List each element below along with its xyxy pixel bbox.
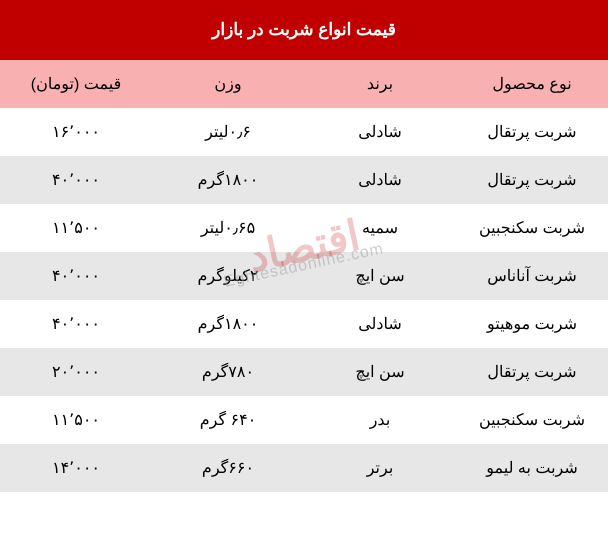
table-row: شربت پرتقال سن ایچ ۷۸۰گرم ۲۰٬۰۰۰ — [0, 348, 608, 396]
cell-price: ۱۴٬۰۰۰ — [0, 444, 152, 492]
cell-price: ۱۱٬۵۰۰ — [0, 204, 152, 252]
col-header-weight: وزن — [152, 60, 304, 108]
table-row: شربت به لیمو برتر ۶۶۰گرم ۱۴٬۰۰۰ — [0, 444, 608, 492]
table-row: شربت سکنجبین بدر ۶۴۰ گرم ۱۱٬۵۰۰ — [0, 396, 608, 444]
cell-weight: ۶۶۰گرم — [152, 444, 304, 492]
cell-product: شربت پرتقال — [456, 108, 608, 156]
cell-weight: ۱۸۰۰گرم — [152, 300, 304, 348]
cell-brand: شادلی — [304, 156, 456, 204]
cell-brand: سمیه — [304, 204, 456, 252]
table-row: شربت سکنجبین سمیه ۰٫۶۵لیتر ۱۱٬۵۰۰ — [0, 204, 608, 252]
cell-price: ۴۰٬۰۰۰ — [0, 300, 152, 348]
cell-weight: ۰٫۶لیتر — [152, 108, 304, 156]
col-header-product: نوع محصول — [456, 60, 608, 108]
cell-product: شربت موهیتو — [456, 300, 608, 348]
table-row: شربت آناناس سن ایچ ۲کیلوگرم ۴۰٬۰۰۰ — [0, 252, 608, 300]
price-table-container: قیمت انواع شربت در بازار نوع محصول برند … — [0, 0, 608, 492]
cell-weight: ۰٫۶۵لیتر — [152, 204, 304, 252]
cell-brand: شادلی — [304, 300, 456, 348]
table-row: شربت پرتقال شادلی ۱۸۰۰گرم ۴۰٬۰۰۰ — [0, 156, 608, 204]
col-header-price: قیمت (تومان) — [0, 60, 152, 108]
cell-product: شربت پرتقال — [456, 156, 608, 204]
cell-weight: ۶۴۰ گرم — [152, 396, 304, 444]
cell-weight: ۷۸۰گرم — [152, 348, 304, 396]
cell-brand: سن ایچ — [304, 252, 456, 300]
col-header-brand: برند — [304, 60, 456, 108]
price-table: قیمت انواع شربت در بازار نوع محصول برند … — [0, 0, 608, 492]
cell-product: شربت سکنجبین — [456, 396, 608, 444]
cell-product: شربت آناناس — [456, 252, 608, 300]
table-header-row: نوع محصول برند وزن قیمت (تومان) — [0, 60, 608, 108]
cell-price: ۲۰٬۰۰۰ — [0, 348, 152, 396]
cell-brand: شادلی — [304, 108, 456, 156]
cell-product: شربت سکنجبین — [456, 204, 608, 252]
cell-price: ۴۰٬۰۰۰ — [0, 156, 152, 204]
table-row: شربت موهیتو شادلی ۱۸۰۰گرم ۴۰٬۰۰۰ — [0, 300, 608, 348]
cell-price: ۱۶٬۰۰۰ — [0, 108, 152, 156]
table-title-row: قیمت انواع شربت در بازار — [0, 0, 608, 60]
cell-product: شربت پرتقال — [456, 348, 608, 396]
cell-weight: ۱۸۰۰گرم — [152, 156, 304, 204]
table-row: شربت پرتقال شادلی ۰٫۶لیتر ۱۶٬۰۰۰ — [0, 108, 608, 156]
cell-brand: سن ایچ — [304, 348, 456, 396]
cell-price: ۱۱٬۵۰۰ — [0, 396, 152, 444]
cell-brand: بدر — [304, 396, 456, 444]
cell-price: ۴۰٬۰۰۰ — [0, 252, 152, 300]
table-title: قیمت انواع شربت در بازار — [0, 0, 608, 60]
cell-brand: برتر — [304, 444, 456, 492]
cell-weight: ۲کیلوگرم — [152, 252, 304, 300]
cell-product: شربت به لیمو — [456, 444, 608, 492]
